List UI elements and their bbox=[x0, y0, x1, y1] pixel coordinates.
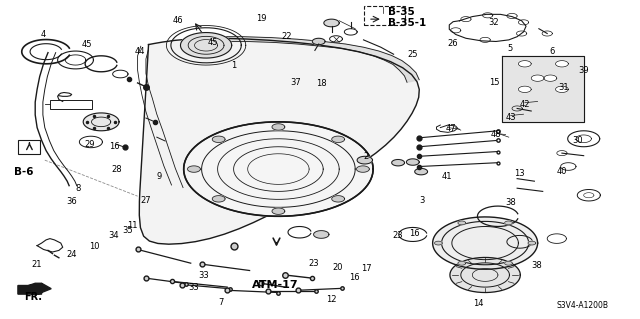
Polygon shape bbox=[556, 61, 568, 67]
Text: 35: 35 bbox=[123, 226, 133, 235]
Polygon shape bbox=[505, 221, 512, 225]
Text: 5: 5 bbox=[508, 44, 513, 53]
Text: 22: 22 bbox=[282, 32, 292, 41]
Text: 29: 29 bbox=[84, 140, 95, 149]
Polygon shape bbox=[212, 196, 225, 202]
Text: 8: 8 bbox=[76, 184, 81, 193]
Text: 23: 23 bbox=[393, 231, 403, 240]
Text: 15: 15 bbox=[490, 78, 500, 87]
Polygon shape bbox=[189, 37, 419, 82]
Text: 16: 16 bbox=[109, 142, 119, 151]
Polygon shape bbox=[458, 221, 466, 225]
Text: 18: 18 bbox=[316, 79, 326, 88]
Polygon shape bbox=[212, 136, 225, 143]
Text: 37: 37 bbox=[291, 78, 301, 87]
Text: 17: 17 bbox=[361, 264, 371, 273]
Text: 45: 45 bbox=[81, 40, 92, 48]
Text: 33: 33 bbox=[198, 271, 209, 280]
Text: 26: 26 bbox=[448, 39, 458, 48]
Text: 6: 6 bbox=[550, 47, 555, 56]
Text: 7: 7 bbox=[218, 298, 223, 307]
Polygon shape bbox=[314, 231, 329, 238]
Polygon shape bbox=[458, 261, 466, 265]
Polygon shape bbox=[528, 241, 536, 245]
Text: 2: 2 bbox=[364, 152, 369, 161]
Polygon shape bbox=[415, 168, 428, 175]
Polygon shape bbox=[556, 86, 568, 93]
Text: 28: 28 bbox=[111, 165, 122, 174]
Text: 14: 14 bbox=[474, 299, 484, 308]
Text: 47: 47 bbox=[446, 124, 456, 133]
Text: 43: 43 bbox=[506, 113, 516, 122]
Text: 21: 21 bbox=[32, 260, 42, 269]
Text: 4: 4 bbox=[41, 30, 46, 39]
Text: 16: 16 bbox=[349, 273, 359, 282]
Polygon shape bbox=[356, 166, 369, 172]
Polygon shape bbox=[312, 38, 325, 45]
Text: 39: 39 bbox=[579, 66, 589, 75]
Text: 19: 19 bbox=[256, 14, 266, 23]
Text: B-35: B-35 bbox=[388, 7, 415, 17]
Polygon shape bbox=[324, 19, 339, 27]
Text: 23: 23 bbox=[308, 259, 319, 268]
Text: 44: 44 bbox=[134, 47, 145, 56]
Text: 45: 45 bbox=[207, 38, 218, 47]
Text: 31: 31 bbox=[558, 83, 568, 92]
Polygon shape bbox=[433, 217, 538, 269]
Text: 42: 42 bbox=[520, 100, 530, 109]
Polygon shape bbox=[357, 156, 372, 164]
Polygon shape bbox=[83, 113, 119, 131]
Text: 30: 30 bbox=[573, 137, 583, 145]
Text: 10: 10 bbox=[90, 242, 100, 251]
Text: 20: 20 bbox=[333, 263, 343, 272]
Text: ATM-17: ATM-17 bbox=[252, 279, 298, 290]
Text: 46: 46 bbox=[173, 16, 183, 25]
Text: S3V4-A1200B: S3V4-A1200B bbox=[557, 301, 609, 310]
Text: 25: 25 bbox=[408, 50, 418, 59]
Text: 48: 48 bbox=[491, 130, 501, 139]
Text: B-35-1: B-35-1 bbox=[388, 18, 427, 28]
Polygon shape bbox=[332, 136, 344, 143]
Text: 12: 12 bbox=[326, 295, 337, 304]
Text: 3: 3 bbox=[420, 197, 425, 205]
Polygon shape bbox=[188, 166, 200, 172]
Polygon shape bbox=[392, 160, 404, 166]
Polygon shape bbox=[140, 38, 419, 244]
Polygon shape bbox=[518, 86, 531, 93]
Text: 41: 41 bbox=[442, 172, 452, 181]
Text: FR.: FR. bbox=[24, 292, 42, 302]
Text: 16: 16 bbox=[410, 229, 420, 238]
Polygon shape bbox=[332, 196, 344, 202]
Polygon shape bbox=[544, 75, 557, 81]
Polygon shape bbox=[18, 283, 51, 295]
Text: 13: 13 bbox=[515, 169, 525, 178]
Text: 33: 33 bbox=[188, 283, 198, 292]
Text: 38: 38 bbox=[506, 198, 516, 207]
Polygon shape bbox=[406, 159, 419, 165]
Text: 24: 24 bbox=[67, 250, 77, 259]
Polygon shape bbox=[272, 208, 285, 214]
Text: 1: 1 bbox=[231, 61, 236, 70]
Polygon shape bbox=[180, 33, 232, 58]
Text: B-6: B-6 bbox=[14, 167, 33, 177]
Polygon shape bbox=[531, 75, 544, 81]
Polygon shape bbox=[435, 241, 442, 245]
Polygon shape bbox=[450, 257, 520, 293]
Polygon shape bbox=[502, 56, 584, 122]
Text: 38: 38 bbox=[531, 261, 541, 270]
Text: 32: 32 bbox=[489, 19, 499, 27]
Polygon shape bbox=[272, 124, 285, 130]
Text: 11: 11 bbox=[127, 221, 138, 230]
Text: 9: 9 bbox=[156, 172, 161, 181]
Text: 27: 27 bbox=[141, 196, 151, 205]
Polygon shape bbox=[505, 261, 512, 265]
Text: 40: 40 bbox=[557, 167, 567, 176]
Text: 34: 34 bbox=[109, 231, 119, 240]
Polygon shape bbox=[518, 61, 531, 67]
Polygon shape bbox=[184, 122, 373, 216]
Text: 36: 36 bbox=[67, 197, 77, 206]
